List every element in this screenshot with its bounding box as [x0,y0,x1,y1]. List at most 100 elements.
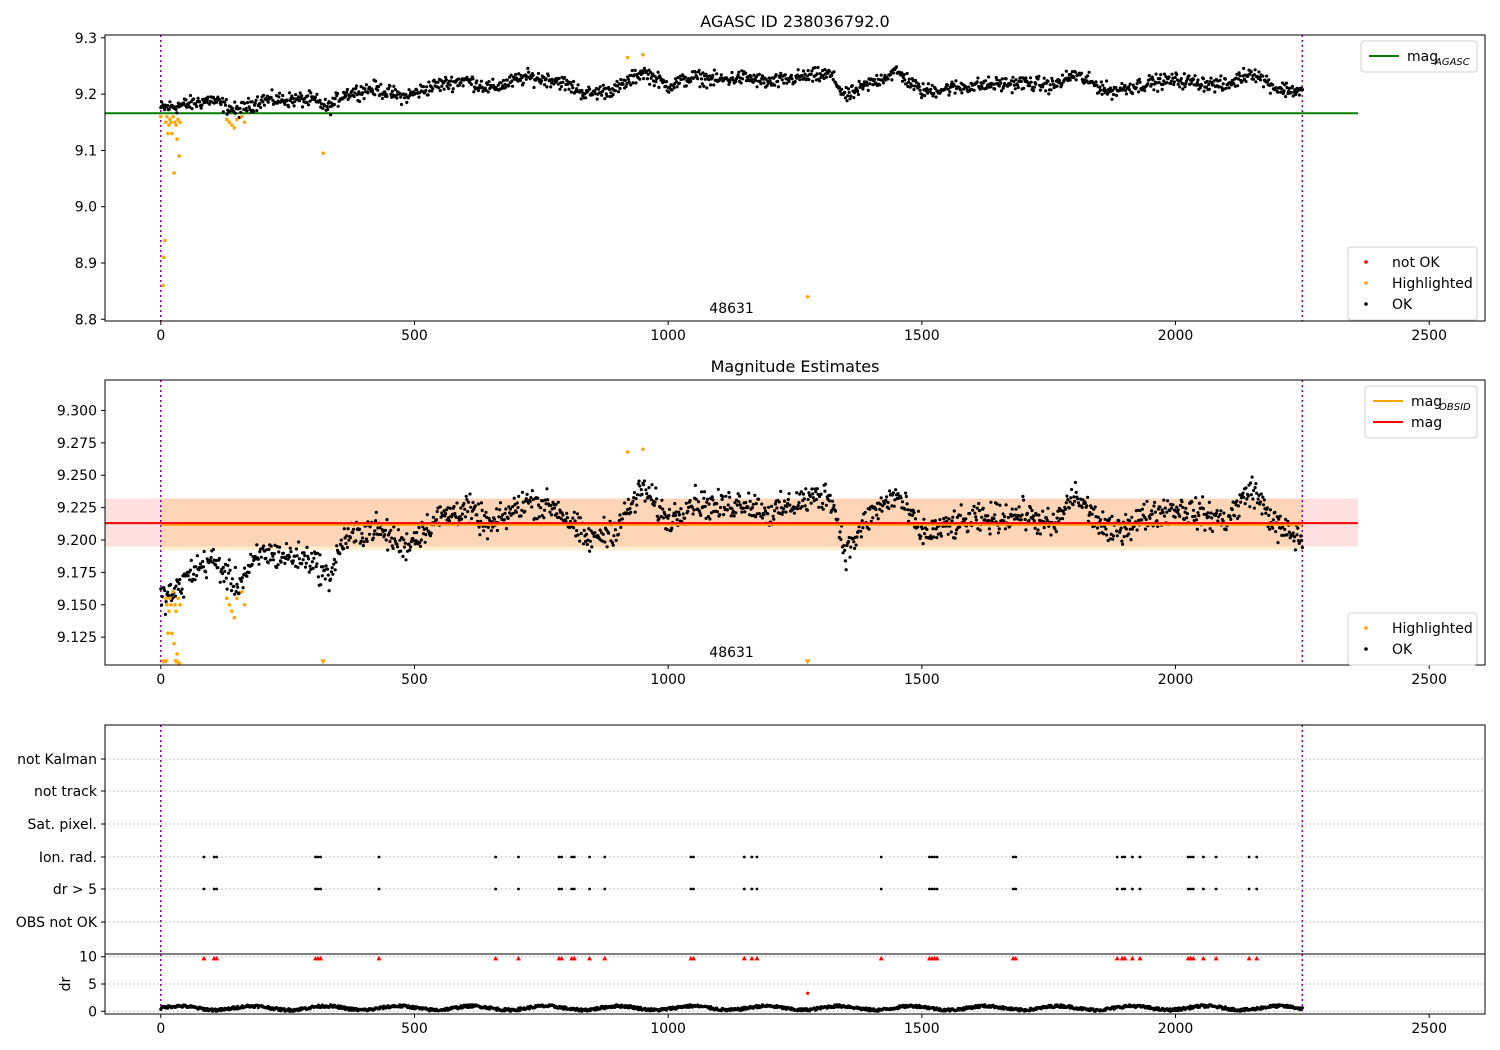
ok-point [989,500,993,504]
ok-point [638,77,642,81]
ok-point [168,100,172,104]
ok-point [526,66,530,70]
ok-point [572,526,576,530]
ok-point [797,501,801,505]
ok-point [255,109,259,113]
ok-point [710,76,714,80]
highlighted-point [168,596,172,601]
ok-point [1206,511,1210,515]
ok-point [584,96,588,100]
ok-point [270,551,274,556]
ok-point [1028,506,1033,510]
ok-point [1130,527,1135,531]
ok-point [220,571,225,576]
ok-point [642,483,646,487]
ok-point [1175,510,1180,514]
ok-point [530,505,534,509]
ok-point [980,515,984,519]
ok-point [1280,87,1284,91]
ok-point [175,111,179,115]
ok-point [478,83,482,87]
ok-point [750,514,754,518]
ok-point [923,94,927,98]
ok-point [278,545,282,549]
flag-event [879,887,883,891]
ok-point [1124,527,1128,531]
ok-point [319,583,323,587]
ok-point [690,505,695,509]
highlighted-point [640,52,645,57]
ok-point [734,79,738,84]
ok-point [1073,480,1077,485]
ok-point [693,70,698,74]
ok-point [857,79,861,83]
ok-point [919,534,923,539]
ok-point [253,101,257,105]
ok-point [662,80,666,84]
clipped-marker [320,659,327,665]
ok-point [1249,481,1253,485]
ok-point [1140,518,1144,522]
y-tick-label: 9.1 [75,143,97,159]
ok-point [896,492,900,496]
ok-point [1167,75,1171,79]
flag-event [1115,855,1119,859]
x-tick-label: 1500 [904,328,940,344]
ok-point [524,77,528,81]
ok-point [1128,82,1132,86]
ok-point [284,542,289,546]
ok-point [1073,70,1077,74]
dr-clipped-marker [741,955,747,961]
ok-point [180,587,184,591]
axes-frame [104,34,1486,322]
ok-point [1285,533,1289,537]
flag-event [692,855,695,859]
ok-point [562,76,567,80]
ok-point [1251,497,1255,501]
ok-point [303,554,307,558]
ok-point [469,82,474,87]
ok-point [785,504,789,508]
ok-point [1144,517,1148,522]
ok-point [308,99,312,103]
ok-point [1267,78,1271,82]
ok-point [931,527,935,531]
ok-point [795,507,800,511]
ok-point [840,87,844,91]
ok-point [1244,486,1248,490]
ok-point [576,533,580,537]
ok-point [635,503,639,507]
ok-point [1181,87,1185,91]
ok-point [692,76,696,80]
ok-point [219,102,223,107]
legend-point-swatch [1364,260,1368,264]
ok-point [1163,506,1167,510]
ok-point [237,591,241,595]
flag-event [588,855,591,859]
ok-point [243,566,247,570]
ok-point [1258,75,1262,79]
ok-point [1031,89,1036,93]
dr-clipped-marker [749,955,755,961]
ok-point [1019,76,1023,80]
ok-point [440,511,444,515]
ok-point [1014,507,1018,511]
ok-point [886,77,890,81]
ok-point [755,85,759,89]
ok-point [905,502,909,506]
ok-point [1252,73,1256,77]
ok-point [900,71,904,75]
ok-point [333,568,337,572]
ok-point [1093,505,1097,509]
ok-point [1290,84,1295,89]
ok-point [996,531,1001,535]
ok-point [576,83,580,87]
ok-point [485,82,490,87]
ok-point [460,517,464,521]
ok-point [1135,82,1139,86]
ok-point [1034,82,1038,86]
ok-point [1239,500,1243,504]
ok-point [811,79,815,83]
flag-event [930,887,934,891]
ok-point [773,83,777,87]
